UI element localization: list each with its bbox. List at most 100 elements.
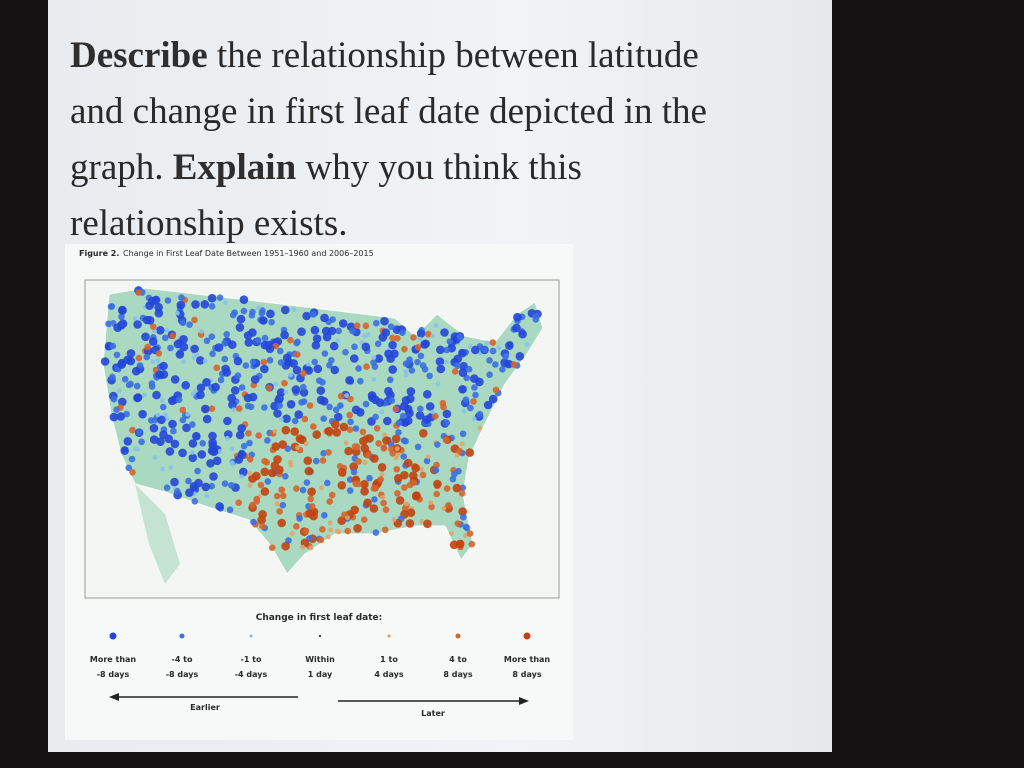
map-dot (462, 523, 470, 531)
map-dot (268, 544, 276, 551)
map-dot (121, 375, 129, 383)
map-dot (229, 311, 237, 319)
map-dot (164, 416, 170, 421)
later-label: Later (421, 709, 445, 718)
map-dot (305, 509, 314, 518)
map-dot (284, 445, 292, 452)
map-dot (109, 342, 117, 350)
map-dot (405, 408, 414, 418)
map-dot (394, 490, 401, 497)
map-dot (411, 463, 421, 473)
map-dot (443, 359, 449, 365)
map-dot (313, 457, 320, 465)
map-dot (425, 330, 432, 338)
map-dot (393, 466, 401, 473)
map-dot (461, 409, 467, 414)
map-dot (212, 456, 222, 466)
map-dot (245, 430, 252, 437)
legend-label: 4 days (374, 670, 403, 679)
map-dot (178, 294, 185, 301)
map-dot (415, 411, 425, 420)
map-dot (442, 409, 452, 419)
map-dot (403, 416, 413, 425)
map-dot (512, 323, 521, 333)
map-dot (389, 334, 396, 342)
map-dot (329, 316, 337, 323)
map-dot (337, 481, 347, 490)
map-dot (301, 415, 309, 423)
map-dot (237, 424, 246, 433)
map-dot (449, 540, 459, 550)
map-dot (477, 425, 483, 431)
map-dot (291, 417, 299, 425)
map-dot (353, 322, 361, 329)
map-dot (377, 463, 387, 472)
map-dot (165, 447, 175, 456)
map-dot (157, 415, 166, 425)
map-dot (163, 484, 171, 491)
map-dot (277, 347, 284, 355)
map-dot (336, 529, 342, 535)
map-dot (190, 391, 196, 397)
map-dot (293, 485, 300, 492)
map-dot (492, 361, 499, 368)
map-dot (338, 319, 348, 328)
map-dot (329, 341, 339, 351)
map-dot (374, 340, 382, 348)
map-dot (428, 500, 434, 505)
map-dot (290, 427, 299, 436)
map-dot (292, 365, 302, 375)
legend-dot (523, 632, 531, 640)
map-dot (159, 361, 168, 371)
map-dot (133, 320, 142, 329)
map-dot (293, 523, 300, 530)
map-dot (420, 340, 429, 349)
map-dot (389, 450, 397, 457)
map-dot (170, 427, 177, 435)
map-dot (118, 313, 125, 321)
map-dot (402, 360, 410, 367)
map-dot (505, 341, 514, 350)
map-dot (200, 300, 210, 309)
map-dot (303, 441, 309, 447)
map-dot (118, 397, 127, 407)
map-dot (239, 474, 245, 479)
map-dot (246, 456, 254, 463)
map-dot (261, 404, 268, 411)
map-dot (145, 301, 154, 310)
map-dot (244, 338, 254, 347)
map-dot (325, 449, 332, 456)
map-dot (434, 441, 441, 448)
map-dot (209, 447, 219, 456)
map-dot (306, 402, 314, 409)
map-dot (271, 442, 280, 451)
legend-label: -1 to (241, 655, 262, 664)
map-dot (465, 448, 475, 457)
map-dot (208, 482, 215, 490)
map-dot (294, 351, 301, 358)
map-dot (352, 480, 360, 488)
map-dot (408, 367, 416, 374)
map-dot (150, 359, 156, 364)
map-dot (433, 490, 441, 498)
figure: Figure 2. Change in First Leaf Date Betw… (65, 244, 573, 740)
legend-title: Change in first leaf date: (256, 613, 383, 623)
map-dot (273, 409, 282, 418)
map-dot (129, 469, 136, 476)
map-dot (239, 467, 248, 477)
map-dot (246, 439, 253, 447)
map-dot (339, 422, 349, 432)
map-dot (370, 454, 379, 463)
map-dot (250, 518, 257, 526)
map-dot (260, 364, 269, 374)
map-dot (230, 461, 235, 467)
map-dot (207, 293, 217, 303)
map-dot (302, 527, 310, 535)
map-dot (406, 481, 414, 489)
map-dot (353, 524, 362, 533)
map-dot (159, 397, 165, 403)
map-dot (304, 466, 314, 476)
map-dot (326, 403, 333, 411)
map-dot (202, 358, 208, 364)
map-dot (142, 392, 147, 398)
